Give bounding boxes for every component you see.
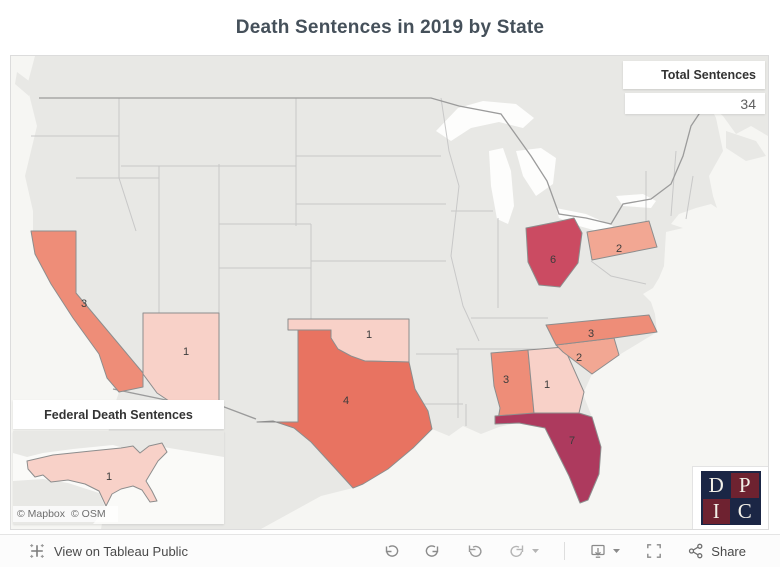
revert-all-icon: [469, 545, 482, 557]
total-sentences-value: 34: [625, 93, 765, 114]
label-north-carolina: 3: [588, 328, 594, 340]
label-ohio: 6: [550, 254, 556, 266]
refresh-button[interactable]: [508, 542, 540, 560]
redo-button[interactable]: [424, 542, 442, 560]
label-arizona: 1: [183, 346, 189, 358]
undo-button[interactable]: [382, 542, 400, 560]
label-oklahoma: 1: [366, 329, 372, 341]
refresh-caret-icon: [532, 549, 540, 553]
state-pennsylvania[interactable]: [586, 220, 658, 261]
map-attribution[interactable]: © Mapbox © OSM: [13, 506, 118, 522]
state-borders: [31, 97, 694, 426]
fullscreen-button[interactable]: [645, 542, 663, 560]
share-label: Share: [711, 543, 746, 559]
state-north-carolina[interactable]: [545, 314, 658, 346]
state-value-labels: 3 1 1 4 3 1 2 3 6 2 7: [81, 243, 622, 447]
state-florida[interactable]: [494, 412, 602, 504]
refresh-icon: [510, 545, 524, 557]
page-title: Death Sentences in 2019 by State: [235, 16, 545, 38]
label-federal: 1: [106, 471, 112, 483]
choropleth-map[interactable]: 3 1 1 4 3 1 2 3 6 2 7 Total Sentences 34…: [10, 55, 769, 530]
state-california[interactable]: [30, 230, 144, 393]
inset-canada: [13, 431, 224, 457]
dpic-logo[interactable]: D P I C: [692, 466, 768, 529]
toolbar-separator: [564, 542, 566, 560]
redo-icon: [426, 545, 439, 557]
federal-us-mark[interactable]: [26, 442, 168, 507]
label-south-carolina: 2: [576, 352, 582, 364]
device-layout-button[interactable]: [589, 542, 621, 560]
attribution-mapbox[interactable]: © Mapbox: [17, 508, 66, 520]
dpic-letter-c: C: [731, 499, 759, 524]
view-on-tableau-label: View on Tableau Public: [54, 543, 188, 559]
fullscreen-icon: [647, 544, 662, 558]
revert-all-button[interactable]: [466, 542, 484, 560]
share-icon: [689, 543, 703, 559]
share-button[interactable]: Share: [687, 542, 746, 560]
dpic-logo-grid: D P I C: [700, 471, 761, 525]
federal-inset-title: Federal Death Sentences: [13, 400, 224, 429]
nova-scotia: [726, 131, 766, 161]
download-display-icon: [591, 544, 605, 558]
label-alabama: 3: [503, 374, 509, 386]
state-marks: [30, 217, 658, 504]
dpic-letter-p: P: [731, 473, 759, 498]
label-texas: 4: [343, 395, 349, 407]
tableau-logo-icon: [30, 544, 44, 558]
dpic-letter-d: D: [702, 473, 730, 498]
label-california: 3: [81, 298, 87, 310]
device-caret-icon: [613, 549, 621, 553]
tableau-toolbar: View on Tableau Public: [0, 534, 780, 567]
label-pennsylvania: 2: [616, 243, 622, 255]
undo-icon: [386, 545, 399, 557]
federal-inset-map[interactable]: 1 © Mapbox © OSM: [13, 431, 224, 524]
dpic-letter-i: I: [702, 499, 730, 524]
view-on-tableau-button[interactable]: View on Tableau Public: [28, 542, 188, 560]
attribution-osm[interactable]: © OSM: [71, 508, 106, 520]
toolbar-actions: Share: [358, 542, 746, 560]
state-texas[interactable]: [256, 329, 433, 489]
vancouver-island: [15, 72, 33, 96]
label-florida: 7: [569, 435, 575, 447]
state-ohio[interactable]: [525, 217, 583, 288]
label-georgia: 1: [544, 379, 550, 391]
total-sentences-header: Total Sentences: [623, 61, 765, 89]
